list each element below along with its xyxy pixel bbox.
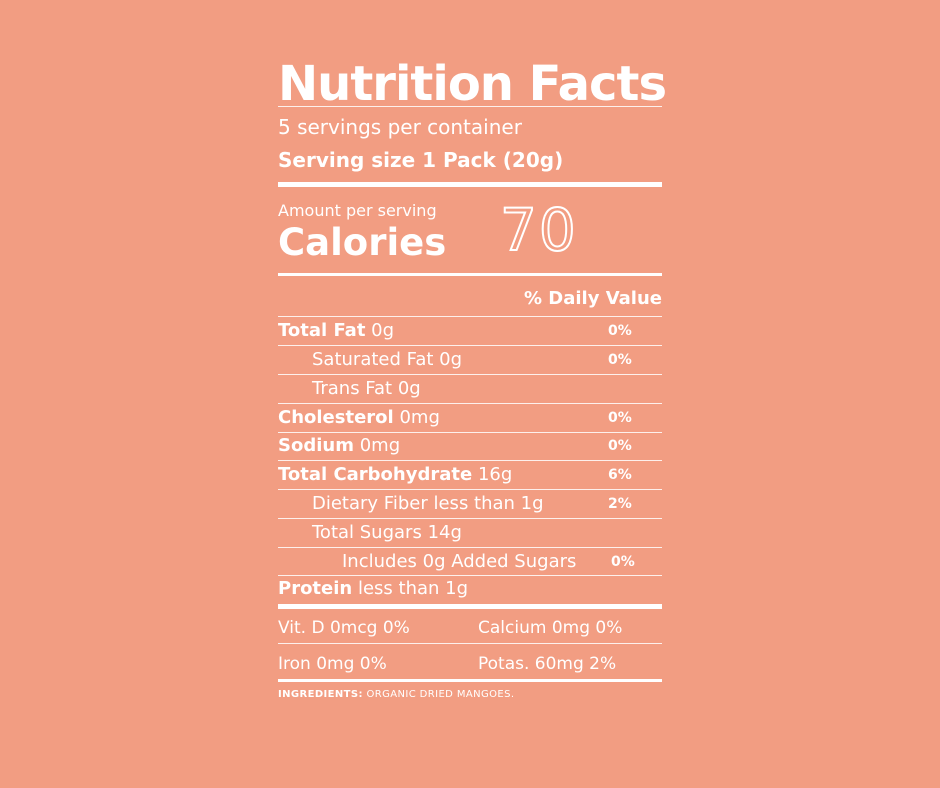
divider-thin (278, 575, 662, 576)
divider-medium (278, 273, 662, 276)
nutrient-dv: 0% (608, 438, 632, 454)
nutrient-amount: 14g (427, 522, 462, 543)
amount-per-serving: Amount per serving (278, 201, 437, 220)
calcium: Calcium 0mg 0% (478, 618, 623, 638)
nutrient-amount: 0mg (359, 435, 401, 456)
divider-thin (278, 403, 662, 404)
label-title: Nutrition Facts (278, 56, 667, 112)
divider-thin (278, 643, 662, 644)
nutrient-amount: 0mg (399, 407, 440, 428)
divider-thin (278, 518, 662, 519)
servings-per-container: 5 servings per container (278, 115, 522, 139)
nutrient-name: Saturated Fat (312, 349, 434, 370)
nutrient-name: Protein (278, 578, 353, 599)
nutrient-name: Total Carbohydrate (278, 464, 473, 485)
divider-medium (278, 679, 662, 682)
nutrient-dv: 6% (608, 467, 632, 483)
nutrient-row-total-sugars: Total Sugars 14g (312, 521, 462, 545)
nutrient-amount: less than 1g (433, 493, 544, 514)
nutrient-name: Total Fat (278, 320, 366, 341)
nutrient-name: Cholesterol (278, 407, 394, 428)
nutrient-dv: 0% (608, 352, 632, 368)
ingredients: INGREDIENTS: ORGANIC DRIED MANGOES. (278, 688, 514, 702)
nutrient-amount: 16g (477, 464, 513, 485)
nutrient-row-saturated-fat: Saturated Fat 0g (312, 348, 462, 372)
divider-thick (278, 182, 662, 187)
divider-thin (278, 106, 662, 107)
nutrient-name: Sodium (278, 435, 354, 456)
iron: Iron 0mg 0% (278, 654, 387, 674)
nutrient-dv: 0% (611, 554, 635, 570)
nutrient-row-protein: Protein less than 1g (278, 577, 468, 601)
serving-size: Serving size 1 Pack (20g) (278, 148, 564, 172)
divider-thin (278, 316, 662, 317)
nutrient-amount: 0g (371, 320, 395, 341)
nutrient-amount: 0g Added Sugars (422, 551, 577, 572)
daily-value-header: % Daily Value (523, 288, 662, 309)
nutrient-row-added-sugars: Includes 0g Added Sugars (342, 550, 576, 574)
divider-thin (278, 460, 662, 461)
divider-thin (278, 432, 662, 433)
potassium: Potas. 60mg 2% (478, 654, 617, 674)
calories-label: Calories (278, 221, 447, 264)
nutrient-amount: less than 1g (357, 578, 469, 599)
divider-thin (278, 489, 662, 490)
divider-thin (278, 547, 662, 548)
nutrient-dv: 0% (608, 323, 632, 339)
nutrient-amount: 0g (397, 378, 421, 399)
nutrient-name: Includes (342, 551, 417, 572)
divider-thin (278, 374, 662, 375)
divider-thick (278, 604, 662, 609)
nutrient-row-total-carbohydrate: Total Carbohydrate 16g (278, 463, 512, 487)
nutrient-row-total-fat: Total Fat 0g (278, 319, 394, 343)
nutrient-dv: 0% (608, 410, 632, 426)
nutrient-row-trans-fat: Trans Fat 0g (312, 377, 421, 401)
nutrient-row-sodium: Sodium 0mg (278, 434, 400, 458)
ingredients-text: ORGANIC DRIED MANGOES. (366, 689, 515, 700)
nutrient-row-dietary-fiber: Dietary Fiber less than 1g (312, 492, 544, 516)
nutrient-amount: 0g (439, 349, 463, 370)
vitamin-d: Vit. D 0mcg 0% (278, 618, 410, 638)
calories-value: 70 (499, 196, 578, 264)
divider-thin (278, 345, 662, 346)
nutrient-name: Dietary Fiber (312, 493, 428, 514)
nutrient-dv: 2% (608, 496, 632, 512)
nutrient-name: Trans Fat (312, 378, 393, 399)
nutrient-row-cholesterol: Cholesterol 0mg (278, 406, 440, 430)
ingredients-label: INGREDIENTS: (278, 689, 363, 700)
nutrient-name: Total Sugars (312, 522, 422, 543)
